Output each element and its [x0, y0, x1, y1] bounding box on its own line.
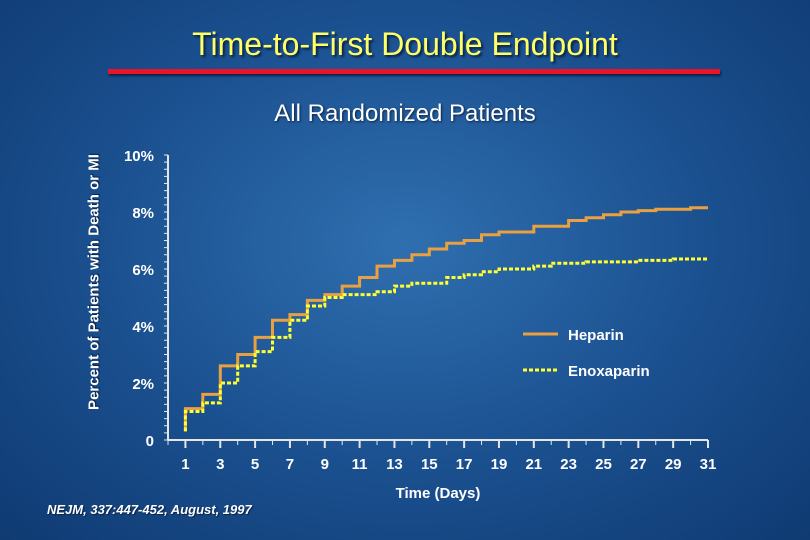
- y-tick-label: 2%: [132, 376, 154, 393]
- x-tick-label: 13: [386, 456, 403, 473]
- x-tick-label: 17: [456, 456, 473, 473]
- x-tick-label: 29: [665, 456, 682, 473]
- slide-title: Time-to-First Double Endpoint: [192, 26, 618, 62]
- legend-label-heparin: Heparin: [568, 327, 624, 344]
- chart-subtitle: All Randomized Patients: [274, 100, 536, 127]
- x-tick-label: 1: [181, 456, 189, 473]
- y-tick-label: 0: [146, 433, 154, 450]
- x-tick-label: 25: [595, 456, 612, 473]
- x-tick-label: 27: [630, 456, 647, 473]
- x-tick-label: 31: [700, 456, 717, 473]
- title-underline: [108, 69, 720, 74]
- x-tick-label: 5: [251, 456, 259, 473]
- x-tick-label: 23: [560, 456, 577, 473]
- x-tick-label: 19: [491, 456, 508, 473]
- legend-label-enoxaparin: Enoxaparin: [568, 363, 650, 380]
- source-citation: NEJM, 337:447-452, August, 1997: [47, 502, 252, 517]
- y-tick-label: 4%: [132, 319, 154, 336]
- x-tick-label: 9: [321, 456, 329, 473]
- x-tick-label: 21: [525, 456, 542, 473]
- y-tick-label: 8%: [132, 205, 154, 222]
- y-tick-label: 6%: [132, 262, 154, 279]
- x-tick-label: 11: [352, 456, 368, 473]
- x-axis-label: Time (Days): [396, 485, 481, 502]
- x-tick-label: 7: [286, 456, 294, 473]
- y-tick-label: 10%: [124, 148, 154, 165]
- x-tick-label: 15: [421, 456, 438, 473]
- series-line-heparin: [183, 206, 708, 432]
- series-line-enoxaparin: [183, 257, 708, 432]
- x-tick-label: 3: [216, 456, 224, 473]
